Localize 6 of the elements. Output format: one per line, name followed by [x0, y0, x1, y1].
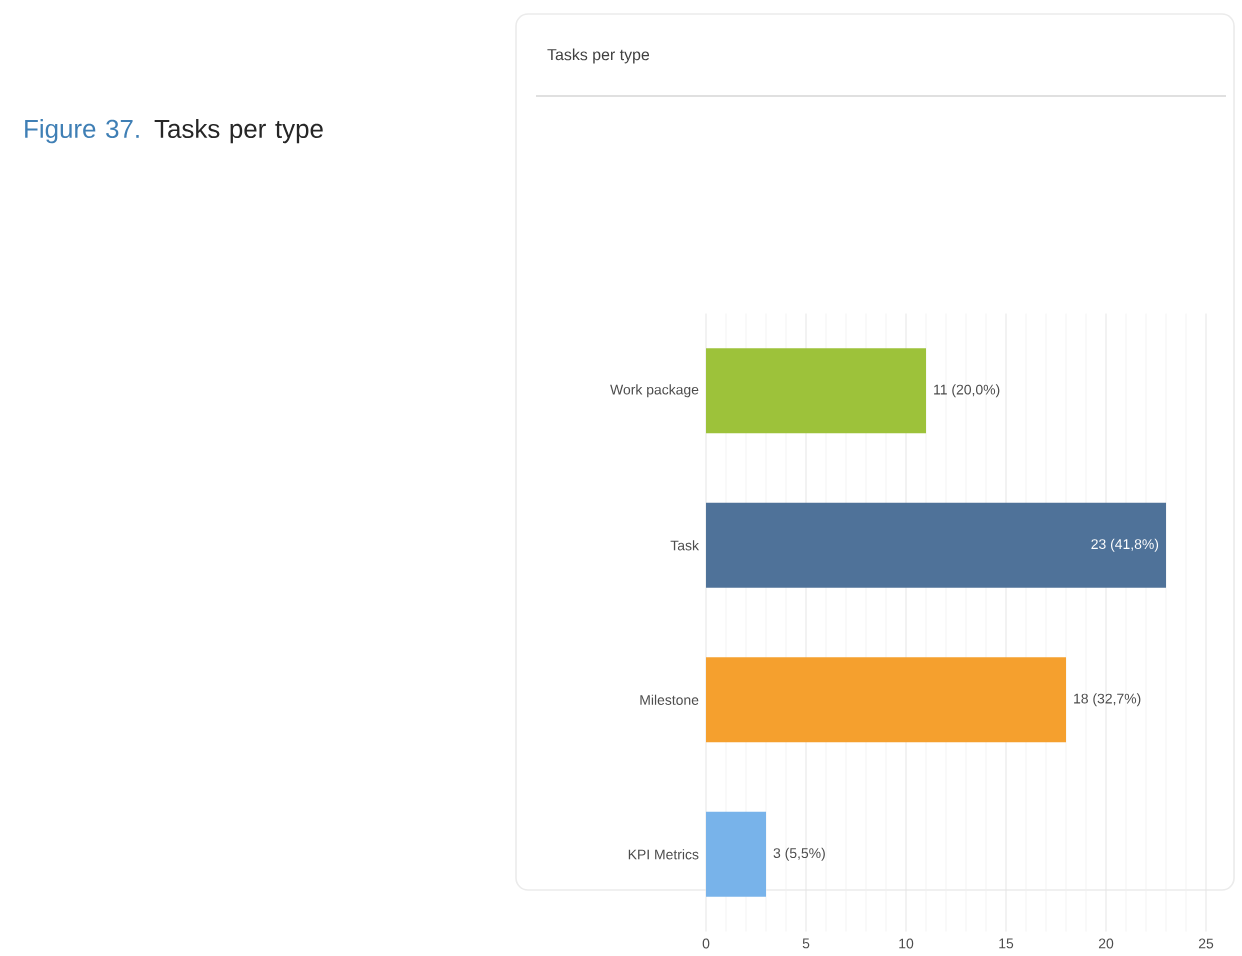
bar [706, 348, 927, 434]
bar [706, 657, 1067, 743]
bar [706, 812, 767, 898]
caption: Figure 37. [25, 119, 139, 144]
text: Tasks per type [154, 119, 323, 144]
bar [706, 503, 1167, 589]
